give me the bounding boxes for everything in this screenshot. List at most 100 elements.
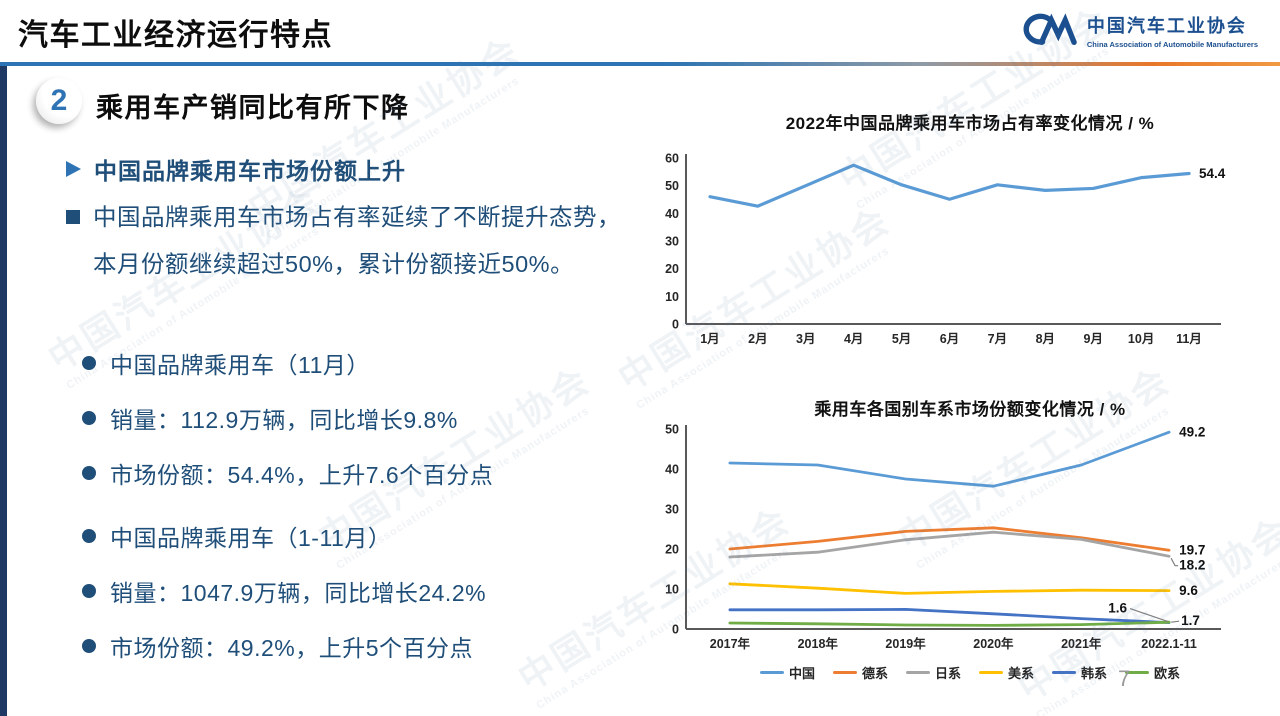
dot-bullet-icon <box>82 356 96 370</box>
legend-label: 德系 <box>861 666 888 681</box>
chart-china-brand-share-monthly: 2022年中国品牌乘用车市场占有率变化情况 / % 0 10 20 30 40 50 60 1… <box>660 110 1280 373</box>
left-accent-bar <box>0 66 7 716</box>
y-tick-label: 50 <box>665 424 679 437</box>
legend-swatch-icon <box>1125 670 1150 675</box>
section-number-badge: 2 <box>36 78 82 124</box>
leader-line <box>1170 557 1179 567</box>
list-item: 销量：112.9万辆，同比增长9.8% <box>82 401 647 435</box>
chart-legend: 中国 德系 日系 美系 韩系 欧系 <box>660 663 1280 682</box>
subheading-text: 中国品牌乘用车市场份额上升 <box>94 158 406 184</box>
list-item: 市场份额：54.4%，上升7.6个百分点 <box>82 456 647 490</box>
end-label: 1.7 <box>1181 613 1200 628</box>
legend-swatch-icon <box>979 670 1003 675</box>
group-title: 中国品牌乘用车（11月） <box>110 352 370 378</box>
x-tick-label: 5月 <box>892 332 911 346</box>
dot-bullet-icon <box>82 411 96 425</box>
share-stat: 市场份额：49.2%，上升5个百分点 <box>110 635 474 661</box>
legend-swatch-icon <box>759 670 784 675</box>
arrow-bullet-icon <box>66 161 81 177</box>
legend-item-韩系: 韩系 <box>1052 663 1107 682</box>
list-item: 销量：1047.9万辆，同比增长24.2% <box>82 574 647 608</box>
x-tick-label: 2019年 <box>885 636 926 651</box>
y-tick-label: 10 <box>665 290 679 304</box>
x-tick-label: 2021年 <box>1061 636 1102 651</box>
legend-item-欧系: 欧系 <box>1125 663 1180 682</box>
leader-line <box>1171 620 1180 623</box>
dot-bullet-icon <box>82 529 96 543</box>
x-tick-label: 2018年 <box>798 636 839 651</box>
chart-share-by-country: 乘用车各国别车系市场份额变化情况 / % 0 10 20 30 40 50 2017年 201… <box>660 396 1280 682</box>
series-line-韩系 <box>728 607 1171 625</box>
legend-swatch-icon <box>832 670 857 675</box>
page-number: 7 <box>1118 666 1131 691</box>
y-tick-label: 30 <box>665 235 679 249</box>
bullet-group-ytd: 中国品牌乘用车（1-11月） 销量：1047.9万辆，同比增长24.2% 市场份… <box>82 519 647 684</box>
caam-monogram-icon <box>1023 13 1077 46</box>
caam-logo: 中国汽车工业协会 China Association of Automobile… <box>1014 12 1258 49</box>
logo-org-name-en: China Association of Automobile Manufact… <box>1086 40 1258 49</box>
x-tick-label: 1月 <box>700 332 719 346</box>
dot-bullet-icon <box>82 584 96 598</box>
sales-stat: 销量：1047.9万辆，同比增长24.2% <box>110 580 487 606</box>
legend-item-中国: 中国 <box>759 663 815 682</box>
series-line-日系 <box>728 530 1171 559</box>
section-heading: 乘用车产销同比有所下降 <box>96 93 410 123</box>
end-label: 49.2 <box>1179 425 1205 440</box>
series-line-德系 <box>728 526 1171 552</box>
summary-paragraph: 中国品牌乘用车市场占有率延续了不断提升态势，本月份额继续超过50%，累计份额接近… <box>93 204 621 277</box>
share-stat: 市场份额：54.4%，上升7.6个百分点 <box>110 462 494 488</box>
legend-label: 韩系 <box>1081 666 1108 681</box>
y-tick-label: 50 <box>665 179 679 193</box>
subheading-row: 中国品牌乘用车市场份额上升 <box>66 152 406 186</box>
y-tick-label: 60 <box>665 152 679 166</box>
y-tick-label: 20 <box>665 262 679 276</box>
x-tick-label: 3月 <box>796 332 815 346</box>
legend-label: 美系 <box>1008 666 1035 681</box>
end-label: 9.6 <box>1179 583 1198 598</box>
x-tick-label: 4月 <box>844 332 863 346</box>
x-tick-label: 8月 <box>1036 332 1055 346</box>
x-tick-label: 11月 <box>1176 332 1202 346</box>
y-tick-label: 40 <box>665 463 679 477</box>
end-label: 18.2 <box>1179 558 1205 573</box>
group-title: 中国品牌乘用车（1-11月） <box>110 525 392 551</box>
y-tick-label: 40 <box>665 207 679 221</box>
line-chart-canvas: 0 10 20 30 40 50 60 1月 2月 3月 4月 5月 6月 7月 8月 9月 10月 11月 54.… <box>665 152 1226 347</box>
y-tick-label: 10 <box>665 583 679 597</box>
legend-swatch-icon <box>1052 670 1077 675</box>
legend-label: 欧系 <box>1154 666 1181 681</box>
chart-title: 乘用车各国别车系市场份额变化情况 / % <box>814 400 1126 419</box>
list-item: 中国品牌乘用车（1-11月） <box>82 519 647 553</box>
x-tick-label: 2022.1-11 <box>1141 637 1197 651</box>
list-item: 市场份额：49.2%，上升5个百分点 <box>82 629 647 663</box>
line-chart-canvas: 0 10 20 30 40 50 2017年 2018年 2019年 2020年 2021年 2022… <box>665 423 1221 651</box>
x-tick-label: 10月 <box>1128 332 1154 346</box>
bullet-group-november: 中国品牌乘用车（11月） 销量：112.9万辆，同比增长9.8% 市场份额：54… <box>82 346 647 511</box>
x-tick-label: 6月 <box>940 332 959 346</box>
end-label: 1.6 <box>1108 601 1127 616</box>
summary-paragraph-row: 中国品牌乘用车市场占有率延续了不断提升态势，本月份额继续超过50%，累计份额接近… <box>66 194 644 288</box>
series-line-中国品牌市场占有率 <box>708 163 1191 208</box>
legend-swatch-icon <box>905 670 930 675</box>
x-tick-label: 7月 <box>988 332 1007 346</box>
y-tick-label: 20 <box>665 543 679 557</box>
logo-org-name: 中国汽车工业协会 <box>1086 16 1247 36</box>
series-line-中国 <box>728 430 1171 488</box>
x-tick-label: 9月 <box>1084 332 1103 346</box>
dot-bullet-icon <box>82 639 96 653</box>
legend-item-日系: 日系 <box>905 663 961 682</box>
series-line-欧系 <box>728 620 1171 627</box>
sales-stat: 销量：112.9万辆，同比增长9.8% <box>110 407 458 433</box>
header-divider <box>0 62 1280 66</box>
end-label: 19.7 <box>1179 543 1205 558</box>
legend-item-德系: 德系 <box>832 663 888 682</box>
leader-line <box>1129 608 1169 623</box>
legend-item-美系: 美系 <box>979 663 1034 682</box>
y-tick-label: 0 <box>672 318 679 332</box>
x-tick-label: 2017年 <box>710 636 751 651</box>
legend-label: 日系 <box>934 666 961 681</box>
chart-title: 2022年中国品牌乘用车市场占有率变化情况 / % <box>785 114 1155 133</box>
x-tick-label: 2月 <box>748 332 767 346</box>
end-label: 54.4 <box>1199 166 1226 181</box>
